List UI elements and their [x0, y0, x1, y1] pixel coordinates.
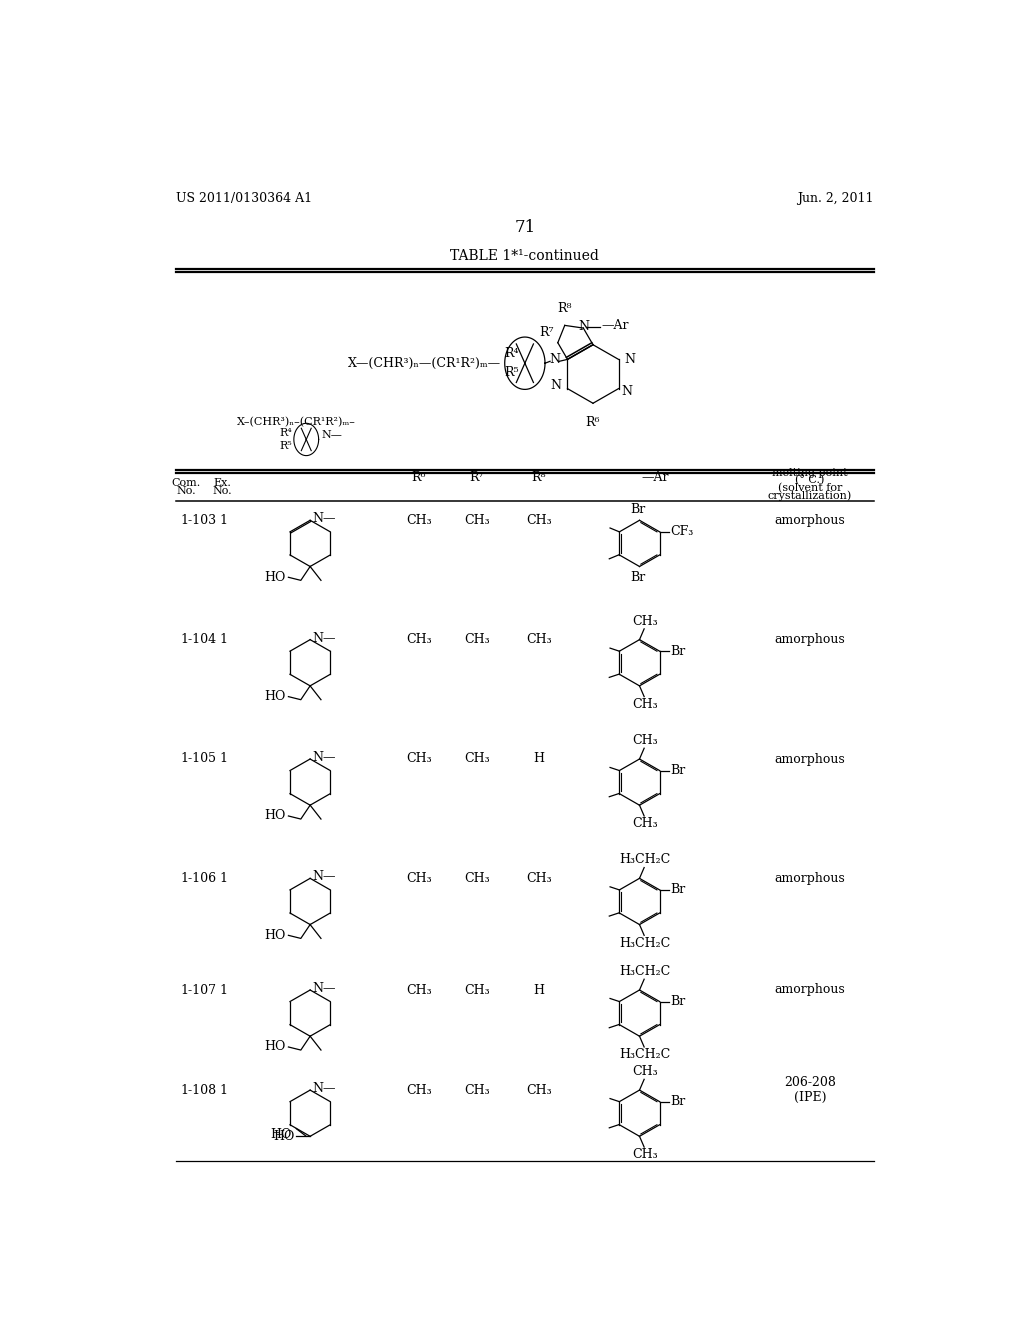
Text: Br: Br: [671, 1096, 686, 1109]
Text: 1: 1: [219, 634, 227, 647]
Text: R⁴: R⁴: [504, 347, 519, 360]
Text: R⁸: R⁸: [531, 471, 546, 484]
Text: Br: Br: [671, 764, 686, 777]
Text: 1: 1: [219, 752, 227, 766]
Text: CH₃: CH₃: [526, 513, 552, 527]
Text: melting point: melting point: [772, 467, 848, 478]
Text: —Ar: —Ar: [641, 471, 669, 484]
Text: Jun. 2, 2011: Jun. 2, 2011: [797, 191, 873, 205]
Text: HO: HO: [264, 929, 286, 942]
Text: HO: HO: [270, 1129, 291, 1142]
Text: N: N: [579, 321, 590, 333]
Text: H₃CH₂C: H₃CH₂C: [620, 1048, 671, 1061]
Text: CH₃: CH₃: [632, 1148, 657, 1162]
Text: 1: 1: [219, 513, 227, 527]
Text: N: N: [625, 352, 636, 366]
Text: Br: Br: [671, 883, 686, 896]
Text: CH₃: CH₃: [464, 752, 489, 766]
Text: CH₃: CH₃: [464, 1084, 489, 1097]
Text: CH₃: CH₃: [526, 634, 552, 647]
Text: CH₃: CH₃: [406, 634, 431, 647]
Text: N—: N—: [312, 631, 336, 644]
Text: 1-105: 1-105: [180, 752, 217, 766]
Text: R⁶: R⁶: [412, 471, 426, 484]
Text: N—: N—: [322, 430, 343, 440]
Text: No.: No.: [213, 486, 232, 496]
Text: CF₃: CF₃: [671, 525, 693, 539]
Text: Br: Br: [671, 995, 686, 1008]
Text: CH₃: CH₃: [464, 983, 489, 997]
Text: R⁵: R⁵: [504, 366, 519, 379]
Text: N: N: [549, 354, 560, 366]
Text: CH₃: CH₃: [632, 698, 657, 711]
Text: R⁵: R⁵: [280, 441, 292, 450]
Text: TABLE 1*¹-continued: TABLE 1*¹-continued: [451, 249, 599, 263]
Text: 1: 1: [219, 983, 227, 997]
Text: CH₃: CH₃: [632, 615, 657, 628]
Text: R⁷: R⁷: [540, 326, 554, 339]
Text: N: N: [622, 385, 633, 399]
Text: Com.: Com.: [171, 478, 201, 488]
Text: No.: No.: [176, 486, 196, 496]
Text: HO: HO: [264, 1040, 286, 1053]
Text: CH₃: CH₃: [406, 1084, 431, 1097]
Text: R⁶: R⁶: [586, 416, 600, 429]
Text: CH₃: CH₃: [406, 871, 431, 884]
Text: X–(CHR³)ₙ–(CR¹R²)ₘ–: X–(CHR³)ₙ–(CR¹R²)ₘ–: [237, 417, 355, 426]
Text: amorphous: amorphous: [774, 513, 846, 527]
Text: R⁷: R⁷: [469, 471, 484, 484]
Text: HO: HO: [264, 809, 286, 822]
Text: CH₃: CH₃: [526, 1084, 552, 1097]
Text: Br: Br: [631, 503, 645, 516]
Text: H: H: [534, 983, 544, 997]
Text: (solvent for: (solvent for: [778, 483, 842, 494]
Text: CH₃: CH₃: [464, 871, 489, 884]
Text: N—: N—: [312, 512, 336, 525]
Text: amorphous: amorphous: [774, 752, 846, 766]
Text: 1: 1: [219, 871, 227, 884]
Text: CH₃: CH₃: [632, 734, 657, 747]
Text: US 2011/0130364 A1: US 2011/0130364 A1: [176, 191, 312, 205]
Text: N—: N—: [312, 1082, 336, 1096]
Text: H₃CH₂C: H₃CH₂C: [620, 853, 671, 866]
Text: CH₃: CH₃: [464, 634, 489, 647]
Text: X—(CHR³)ₙ—(CR¹R²)ₘ—: X—(CHR³)ₙ—(CR¹R²)ₘ—: [348, 356, 501, 370]
Text: 206-208
(IPE): 206-208 (IPE): [784, 1076, 836, 1104]
Text: 71: 71: [514, 219, 536, 236]
Text: R⁸: R⁸: [557, 301, 572, 314]
Text: 1: 1: [219, 1084, 227, 1097]
Text: HO: HO: [273, 1130, 295, 1143]
Text: H₃CH₂C: H₃CH₂C: [620, 936, 671, 949]
Text: N—: N—: [312, 982, 336, 995]
Text: CH₃: CH₃: [464, 513, 489, 527]
Text: R⁴: R⁴: [280, 428, 292, 438]
Text: (° C.): (° C.): [796, 475, 824, 486]
Text: CH₃: CH₃: [526, 871, 552, 884]
Text: 1-107: 1-107: [180, 983, 217, 997]
Text: —Ar: —Ar: [602, 319, 630, 333]
Text: CH₃: CH₃: [406, 983, 431, 997]
Text: 1-108: 1-108: [180, 1084, 217, 1097]
Text: HO: HO: [264, 570, 286, 583]
Text: H: H: [534, 752, 544, 766]
Text: 1-103: 1-103: [180, 513, 217, 527]
Text: 1-106: 1-106: [180, 871, 217, 884]
Text: Br: Br: [671, 644, 686, 657]
Text: N: N: [550, 379, 561, 392]
Text: N—: N—: [312, 751, 336, 764]
Text: CH₃: CH₃: [406, 513, 431, 527]
Text: Ex.: Ex.: [214, 478, 231, 488]
Text: crystallization): crystallization): [768, 490, 852, 502]
Text: CH₃: CH₃: [632, 1065, 657, 1078]
Text: H₃CH₂C: H₃CH₂C: [620, 965, 671, 978]
Text: N—: N—: [312, 870, 336, 883]
Text: Br: Br: [631, 570, 645, 583]
Text: CH₃: CH₃: [632, 817, 657, 830]
Text: HO: HO: [264, 690, 286, 704]
Text: 1-104: 1-104: [180, 634, 217, 647]
Text: amorphous: amorphous: [774, 634, 846, 647]
Text: amorphous: amorphous: [774, 871, 846, 884]
Text: amorphous: amorphous: [774, 983, 846, 997]
Text: CH₃: CH₃: [406, 752, 431, 766]
